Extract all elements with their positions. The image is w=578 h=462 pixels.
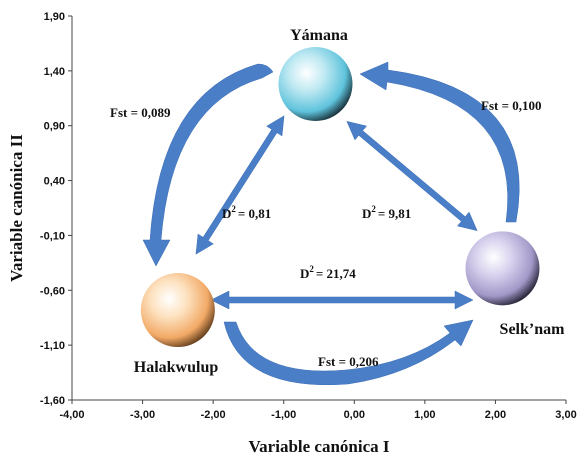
x-axis-ticks: -4,00 -3,00 -2,00 -1,00 0,00 1,00 2,00 3,00	[59, 400, 577, 421]
fst-arrow-yamana-halakwulup	[142, 63, 274, 267]
y-axis-ticks: 1,90 1,40 0,90 0,40 -0,10 -0,60 -1,10 -1,60	[40, 11, 72, 407]
axes: -4,00 -3,00 -2,00 -1,00 0,00 1,00 2,00 3,00 1,9…	[40, 11, 577, 421]
x-tick-label: -3,00	[130, 409, 155, 421]
group-points	[140, 47, 540, 348]
fst-label-halakwulup-selknam: Fst = 0,206	[318, 354, 379, 369]
y-tick-label: -1,60	[40, 395, 65, 407]
distance-arrow-halakwulup-selknam	[210, 290, 474, 310]
label-selknam: Selk’nam	[500, 321, 566, 338]
y-axis-label: Variable canónica II	[7, 134, 26, 282]
x-tick-label: -4,00	[59, 409, 84, 421]
x-tick-label: 0,00	[344, 409, 365, 421]
point-yamana	[278, 47, 353, 122]
x-tick-label: 1,00	[414, 409, 435, 421]
fst-arrows	[142, 61, 520, 386]
y-tick-label: 1,90	[44, 11, 65, 23]
y-tick-label: -1,10	[40, 340, 65, 352]
distance-arrow-yamana-halakwulup	[195, 115, 285, 255]
x-tick-label: -1,00	[271, 409, 296, 421]
distance-arrows	[195, 115, 478, 310]
label-yamana: Yámana	[290, 27, 348, 44]
y-tick-label: 1,40	[44, 66, 65, 78]
x-tick-label: 3,00	[555, 409, 576, 421]
distance-arrow-yamana-selknam	[346, 121, 478, 231]
x-tick-label: 2,00	[485, 409, 506, 421]
fst-label-yamana-selknam: Fst = 0,100	[481, 98, 542, 113]
point-halakwulup	[140, 273, 215, 348]
fst-label-yamana-halakwulup: Fst = 0,089	[110, 105, 171, 120]
x-axis-label: Variable canónica I	[248, 437, 389, 456]
label-halakwulup: Halakwulup	[134, 359, 219, 376]
y-tick-label: -0,10	[40, 230, 65, 242]
point-selknam	[465, 231, 540, 306]
x-tick-label: -2,00	[201, 409, 226, 421]
fst-arrow-halakwulup-selknam	[223, 319, 474, 386]
distance-label-yamana-halakwulup: D2 = 0,81	[222, 204, 271, 221]
distance-label-yamana-selknam: D2 = 9,81	[362, 204, 411, 221]
fst-arrow-yamana-selknam	[359, 61, 520, 223]
y-tick-label: 0,90	[44, 121, 65, 133]
distance-label-halakwulup-selknam: D2 = 21,74	[300, 264, 356, 281]
y-tick-label: 0,40	[44, 176, 65, 188]
y-tick-label: -0,60	[40, 285, 65, 297]
